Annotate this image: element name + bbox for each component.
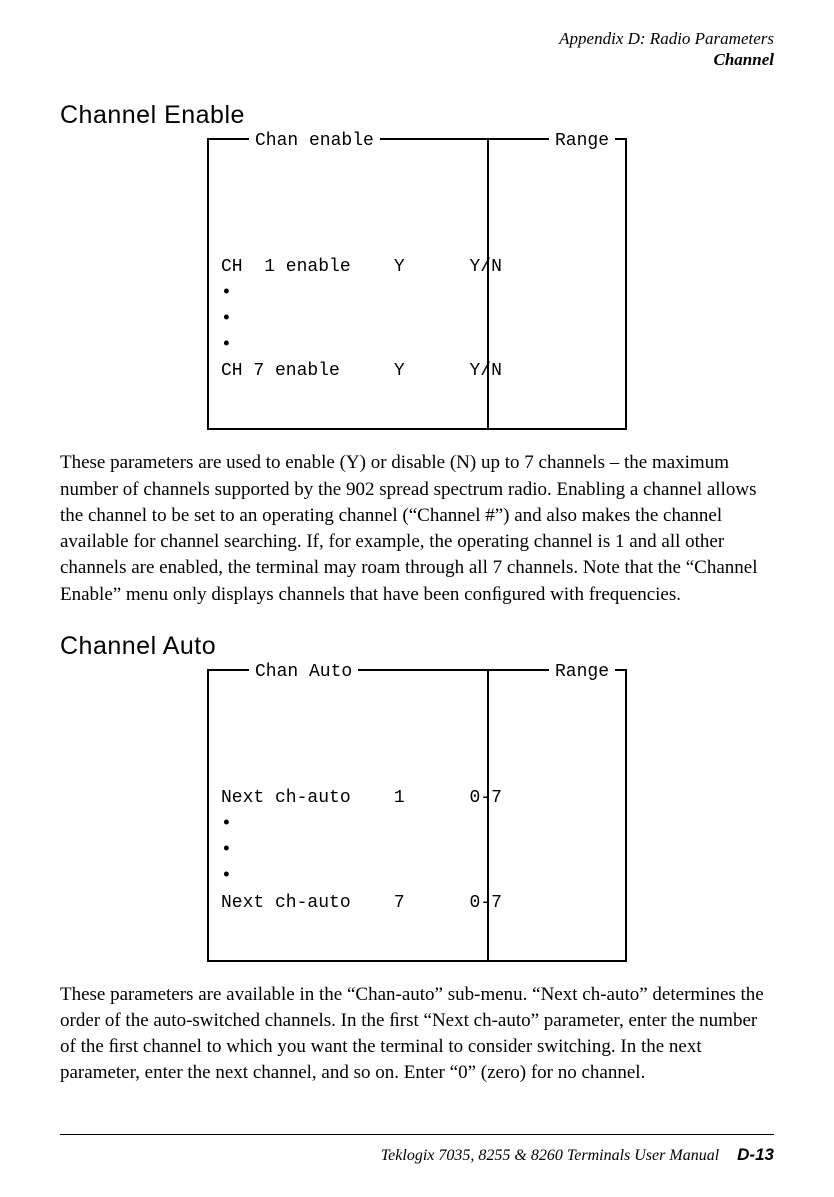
row-range: 0-7 xyxy=(469,893,501,913)
diagram-box: Chan Auto Range Next ch-auto 1 0-7 • • •… xyxy=(207,669,627,962)
diagram-chan-auto: Chan Auto Range Next ch-auto 1 0-7 • • •… xyxy=(60,669,774,962)
row-range: 0-7 xyxy=(469,788,501,808)
page-footer: Teklogix 7035, 8255 & 8260 Terminals Use… xyxy=(381,1145,774,1165)
box-label-chan-auto: Chan Auto xyxy=(249,659,358,685)
footer-manual-title: Teklogix 7035, 8255 & 8260 Terminals Use… xyxy=(381,1147,719,1164)
heading-channel-enable: Channel Enable xyxy=(60,101,774,130)
box-label-range: Range xyxy=(549,659,615,685)
diagram-chan-enable: Chan enable Range CH 1 enable Y Y/N • • … xyxy=(60,138,774,431)
box-divider xyxy=(487,140,489,429)
row-param: CH 7 enable xyxy=(221,361,340,381)
box-label-range: Range xyxy=(549,128,615,154)
header-appendix: Appendix D: Radio Parameters xyxy=(60,28,774,49)
page-header: Appendix D: Radio Parameters Channel xyxy=(60,28,774,71)
paragraph-channel-enable: These parameters are used to enable (Y) … xyxy=(60,450,774,607)
row-val: 7 xyxy=(394,893,405,913)
row-range: Y/N xyxy=(469,257,501,277)
row-val: 1 xyxy=(394,788,405,808)
row-dots: • • • xyxy=(221,814,232,886)
row-dots: • • • xyxy=(221,283,232,355)
row-val: Y xyxy=(394,257,405,277)
diagram-box: Chan enable Range CH 1 enable Y Y/N • • … xyxy=(207,138,627,431)
paragraph-channel-auto: These parameters are available in the “C… xyxy=(60,982,774,1087)
row-range: Y/N xyxy=(469,361,501,381)
row-param: Next ch-auto xyxy=(221,893,351,913)
row-val: Y xyxy=(394,361,405,381)
box-label-chan-enable: Chan enable xyxy=(249,128,380,154)
header-topic: Channel xyxy=(60,49,774,70)
footer-page-number: D-13 xyxy=(737,1145,774,1164)
row-param: CH 1 enable xyxy=(221,257,351,277)
heading-channel-auto: Channel Auto xyxy=(60,632,774,661)
box-divider xyxy=(487,671,489,960)
footer-rule xyxy=(60,1134,774,1135)
row-param: Next ch-auto xyxy=(221,788,351,808)
